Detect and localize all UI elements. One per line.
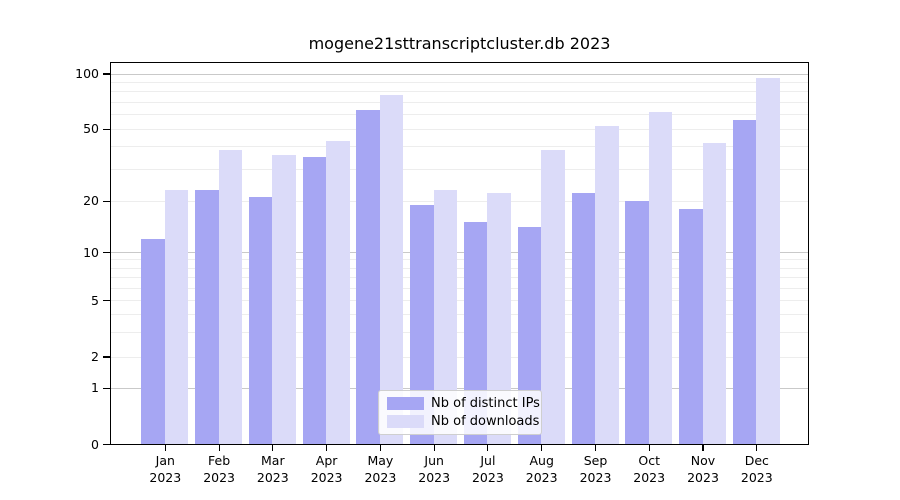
gridline-major [111, 387, 808, 389]
x-tick-mark [648, 445, 650, 451]
x-tick-label: Sep 2023 [579, 452, 612, 485]
bar-distinct-ips-jan [141, 238, 165, 444]
x-tick-mark [433, 445, 435, 451]
x-tick-label: Jan 2023 [149, 452, 182, 485]
x-tick-mark [487, 445, 489, 451]
gridline-minor [111, 259, 808, 261]
gridline-minor [111, 128, 808, 130]
bar-downloads-jul [487, 193, 511, 444]
legend-label-downloads: Nb of downloads [431, 414, 540, 430]
x-tick-mark [702, 445, 704, 451]
bar-distinct-ips-oct [625, 200, 649, 444]
x-tick-label: Jul 2023 [471, 452, 504, 485]
bar-distinct-ips-feb [195, 189, 219, 444]
y-tick-label: 5 [91, 292, 99, 308]
chart-title: mogene21sttranscriptcluster.db 2023 [308, 34, 611, 53]
x-tick-label: May 2023 [364, 452, 397, 485]
bar-distinct-ips-dec [732, 119, 757, 444]
gridline-minor [111, 168, 808, 170]
y-tick-mark [103, 73, 110, 75]
x-tick-mark [756, 445, 758, 451]
x-tick-mark [594, 445, 597, 451]
y-tick-mark [103, 200, 110, 202]
gridline-minor [111, 331, 808, 333]
legend-label-distinct-ips: Nb of distinct IPs [431, 395, 540, 411]
legend: Nb of distinct IPs Nb of downloads [378, 390, 542, 435]
bar-downloads-oct [648, 111, 673, 444]
legend-item-distinct-ips: Nb of distinct IPs [379, 396, 541, 411]
bar-distinct-ips-nov [679, 208, 703, 444]
y-tick-label: 100 [75, 66, 99, 81]
gridline-minor [111, 91, 808, 93]
x-tick-label: Aug 2023 [525, 452, 558, 485]
legend-item-downloads: Nb of downloads [379, 414, 541, 429]
x-tick-label: Feb 2023 [203, 452, 235, 485]
x-tick-label: Jun 2023 [418, 452, 451, 485]
legend-swatch-downloads-icon [387, 415, 424, 429]
gridline-minor [111, 200, 808, 202]
gridline-minor [111, 114, 808, 116]
bar-downloads-mar [272, 154, 296, 444]
x-tick-mark [272, 445, 274, 451]
bar-distinct-ips-aug [517, 227, 542, 444]
bar-downloads-aug [541, 150, 565, 444]
x-tick-label: Dec 2023 [740, 452, 773, 485]
bar-downloads-dec [756, 77, 780, 444]
y-tick-label: 1 [91, 380, 99, 396]
y-tick-label: 10 [83, 244, 99, 260]
gridline-minor [111, 81, 808, 83]
gridline-minor [111, 102, 808, 103]
bar-downloads-may [379, 95, 404, 444]
x-tick-label: Oct 2023 [633, 452, 666, 485]
y-tick-mark [103, 128, 110, 130]
y-tick-label: 0 [91, 436, 99, 452]
bar-downloads-nov [702, 142, 726, 444]
x-tick-label: Nov 2023 [687, 452, 719, 485]
gridline-minor [111, 314, 808, 315]
bar-distinct-ips-sep [571, 193, 595, 444]
y-tick-mark [103, 356, 110, 358]
y-tick-mark [103, 251, 110, 254]
bar-distinct-ips-jun [410, 204, 434, 444]
bar-distinct-ips-apr [302, 156, 327, 444]
x-tick-label: Apr 2023 [310, 452, 343, 485]
bar-distinct-ips-may [356, 110, 380, 444]
y-tick-mark [103, 387, 110, 389]
bar-distinct-ips-mar [248, 197, 273, 444]
bar-downloads-sep [595, 125, 619, 444]
x-tick-mark [326, 445, 328, 451]
bar-downloads-jun [433, 189, 458, 444]
x-tick-label: Mar 2023 [256, 452, 289, 485]
y-tick-label: 2 [91, 349, 99, 364]
plot-area [110, 62, 809, 445]
legend-swatch-distinct-ips-icon [387, 396, 424, 410]
y-tick-mark [103, 443, 110, 446]
gridline-minor [111, 287, 808, 289]
gridline-minor [111, 267, 808, 269]
bar-downloads-feb [218, 150, 243, 444]
x-tick-mark [541, 445, 543, 451]
gridline-minor [111, 276, 808, 278]
x-tick-mark [218, 445, 220, 451]
y-tick-label: 20 [83, 193, 99, 209]
bar-downloads-apr [326, 140, 350, 444]
gridline-minor [111, 300, 808, 302]
x-tick-mark [379, 445, 381, 451]
gridline-major [111, 73, 808, 75]
bar-downloads-jan [164, 189, 189, 444]
gridline-major [111, 252, 808, 253]
bar-distinct-ips-jul [463, 222, 488, 444]
y-tick-mark [103, 300, 110, 302]
y-tick-label: 50 [83, 121, 99, 137]
gridline-minor [111, 356, 808, 358]
x-tick-mark [164, 445, 166, 451]
gridline-minor [111, 146, 808, 148]
